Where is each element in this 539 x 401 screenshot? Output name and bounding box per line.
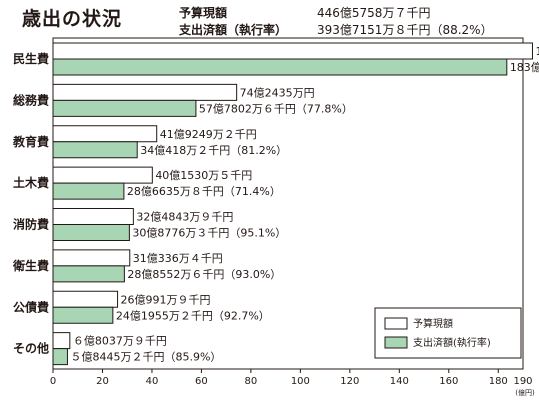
data-label-budget-3: 40億1530万５千円 [155, 169, 252, 182]
legend-box [374, 307, 522, 359]
data-label-spent-7: ５億8445万２千円（85.9%） [70, 351, 221, 364]
x-tick-label-2: 40 [146, 376, 159, 387]
bar-budget-2 [52, 125, 158, 143]
data-label-spent-0: 183億4565万９千円（94.6%） [510, 61, 539, 74]
bar-budget-5 [52, 249, 131, 267]
data-label-spent-6: 24億1955万２千円（92.7%） [116, 309, 270, 322]
category-label-3: 土木費 [13, 175, 49, 190]
plot-frame [52, 37, 524, 370]
bar-budget-4 [52, 208, 134, 225]
x-tick-label-7: 140 [390, 376, 409, 387]
category-label-6: 公債費 [13, 299, 49, 314]
data-label-budget-1: 74億2435万円 [240, 86, 315, 99]
x-tick-label-0: 0 [50, 376, 56, 387]
data-label-spent-5: 28億8552万６千円（93.0%） [127, 268, 281, 281]
x-axis-end-label: 190 [513, 376, 532, 387]
bar-spent-5 [52, 265, 125, 283]
legend-label-budget: 予算現額 [413, 317, 453, 330]
bar-spent-2 [52, 141, 138, 159]
x-tick-label-8: 160 [439, 376, 458, 387]
x-axis-unit-label: (億円) [515, 388, 535, 397]
bar-spent-1 [52, 99, 197, 117]
spent-total-row: 支出済額（執行率） 393億7151万８千円（88.2%） [179, 21, 493, 38]
data-label-spent-3: 28億6635万８千円（71.4%） [127, 185, 281, 198]
budget-total-row: 予算現額 446億5758万７千円 [179, 4, 430, 21]
x-tick-label-5: 100 [291, 376, 310, 387]
category-label-1: 総務費 [13, 92, 49, 107]
data-label-budget-4: 32億4843万９千円 [136, 211, 233, 224]
x-tick-label-1: 20 [96, 376, 109, 387]
budget-total-label: 予算現額 [179, 6, 228, 20]
bar-spent-7 [52, 348, 68, 366]
data-label-budget-6: 26億991万９千円 [121, 293, 211, 306]
spent-total-value: 393億7151万８千円（88.2%） [317, 23, 493, 37]
x-tick-label-6: 120 [340, 376, 359, 387]
spent-total-label: 支出済額（執行率） [179, 23, 288, 37]
x-tick-label-3: 60 [195, 376, 208, 387]
category-label-5: 衛生費 [12, 258, 49, 273]
bar-spent-0 [52, 58, 508, 76]
legend-label-spent: 支出済額(執行率) [413, 336, 491, 349]
category-label-0: 民生費 [13, 51, 49, 66]
data-label-budget-0: 193億8333万９千円 [535, 45, 539, 58]
bar-spent-4 [52, 224, 130, 241]
bar-spent-6 [52, 306, 114, 324]
x-tick-label-4: 80 [245, 376, 258, 387]
data-label-spent-1: 57億7802万６千円（77.8%） [199, 102, 353, 115]
bar-budget-1 [52, 83, 238, 101]
data-label-budget-5: 31億336万４千円 [133, 252, 223, 265]
category-label-7: その他 [13, 341, 49, 356]
data-label-budget-2: 41億9249万２千円 [160, 128, 257, 141]
category-label-4: 消防費 [13, 217, 49, 232]
bar-spent-3 [52, 182, 125, 200]
data-label-spent-2: 34億418万２千円（81.2%） [140, 144, 287, 157]
legend-swatch-budget [384, 317, 408, 330]
budget-total-value: 446億5758万７千円 [317, 6, 431, 20]
data-label-spent-4: 30億8776万３千円（95.1%） [132, 227, 286, 240]
data-label-budget-7: ６億8037万９千円 [73, 335, 167, 348]
bar-budget-0 [52, 42, 533, 60]
bar-budget-7 [52, 332, 71, 350]
chart-title: 歳出の状況 [22, 8, 123, 30]
legend-swatch-spent [384, 336, 408, 349]
x-tick-label-9: 180 [489, 376, 508, 387]
bar-budget-3 [52, 166, 153, 184]
category-label-2: 教育費 [12, 134, 49, 149]
bar-budget-6 [52, 290, 119, 308]
